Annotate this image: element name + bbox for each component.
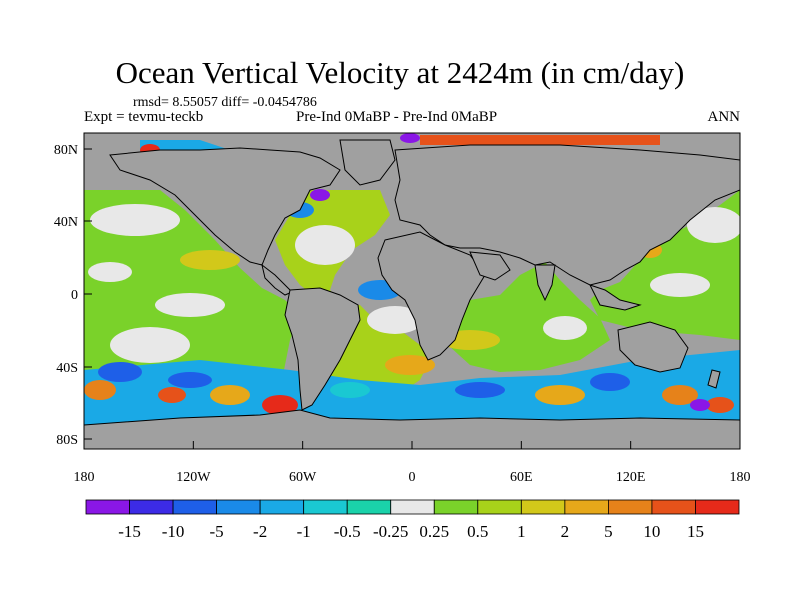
- colorbar-label: 0.5: [467, 522, 488, 541]
- colorbar-swatch: [520, 499, 566, 515]
- colorbar-label: -15: [118, 522, 141, 541]
- southern-ocean-field: [84, 350, 740, 425]
- map-title: Ocean Vertical Velocity at 2424m (in cm/…: [115, 55, 685, 90]
- lon-tick-label: 120E: [616, 470, 646, 485]
- lon-tick-label: 180: [74, 470, 95, 485]
- stats-line: rmsd= 8.55057 diff= -0.0454786: [133, 95, 317, 110]
- africa: [377, 231, 486, 361]
- antarctica: [84, 409, 740, 449]
- near-zero-patches: [88, 204, 740, 363]
- colorbar-label: 10: [643, 522, 660, 541]
- lon-tick-label: 60E: [510, 470, 533, 485]
- latitude-axis: 80N 40N 0 40S 80S: [54, 143, 92, 448]
- colorbar-swatch: [695, 499, 740, 515]
- colorbar-swatch: [259, 499, 305, 515]
- colorbar-swatch: [433, 499, 479, 515]
- colorbar-swatch: [564, 499, 609, 515]
- colorbar-swatch: [216, 499, 261, 515]
- arabia: [469, 251, 511, 281]
- greenland: [339, 139, 396, 186]
- colorbar-label: -5: [210, 522, 224, 541]
- continents: [84, 139, 740, 449]
- colorbar-swatch: [390, 499, 435, 515]
- longitude-axis: 180 120W 60W 0 60E 120E 180: [74, 441, 751, 485]
- colorbar-label: -10: [162, 522, 185, 541]
- colorbar-label: 15: [687, 522, 704, 541]
- colorbar-swatch: [172, 499, 217, 515]
- colorbar-label: 2: [561, 522, 570, 541]
- colorbar-label: 1: [517, 522, 526, 541]
- colorbar-swatch: [346, 499, 392, 515]
- lat-tick-label: 80S: [56, 433, 78, 448]
- colorbar-label: -1: [297, 522, 311, 541]
- colorbar-label: 0.25: [419, 522, 449, 541]
- colorbar-swatch: [651, 499, 696, 515]
- lon-tick-label: 180: [730, 470, 751, 485]
- arctic-ocean-east-field: [420, 135, 660, 145]
- lon-tick-label: 120W: [176, 470, 211, 485]
- new-zealand: [707, 369, 721, 389]
- central-america: [261, 263, 293, 296]
- colorbar-swatch: [129, 499, 174, 515]
- south-america: [284, 287, 361, 411]
- colorbar-label: -0.5: [334, 522, 361, 541]
- ocean-field: [84, 133, 740, 449]
- lat-tick-label: 40N: [54, 215, 78, 230]
- colorbar-swatch: [608, 499, 653, 515]
- lon-tick-label: 60W: [289, 470, 317, 485]
- lat-tick-label: 40S: [56, 361, 78, 376]
- lat-tick-label: 0: [71, 288, 78, 303]
- southeast-asia: [589, 284, 642, 311]
- experiment-label: Expt = tevmu-teckb: [84, 109, 204, 125]
- colorbar-swatch: [303, 499, 348, 515]
- colorbar: -15 -10 -5 -2 -1 -0.5 -0.25 0.25 0.5 1 2 5 10 15: [85, 499, 740, 541]
- comparison-label: Pre-Ind 0MaBP - Pre-Ind 0MaBP: [296, 109, 498, 125]
- lon-tick-label: 0: [409, 470, 416, 485]
- colorbar-label: -0.25: [373, 522, 408, 541]
- season-label: ANN: [707, 109, 741, 125]
- lat-tick-label: 80N: [54, 143, 78, 158]
- colorbar-label: 5: [604, 522, 613, 541]
- colorbar-swatch: [85, 499, 130, 515]
- north-america: [109, 147, 341, 266]
- india: [534, 264, 556, 302]
- colorbar-swatch: [477, 499, 522, 515]
- australia: [617, 321, 689, 373]
- colorbar-label: -2: [253, 522, 267, 541]
